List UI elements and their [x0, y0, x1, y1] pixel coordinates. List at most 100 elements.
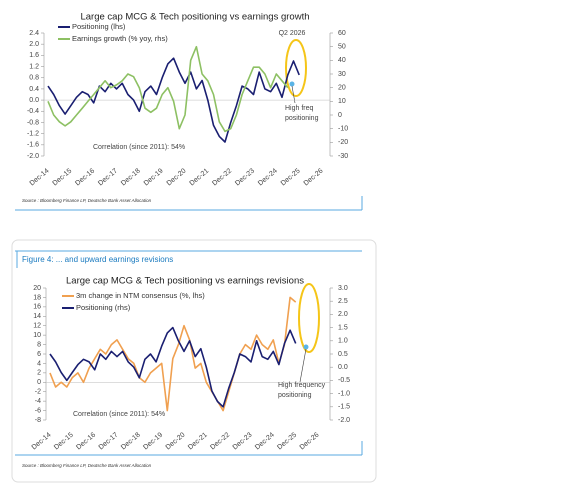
y-tick-label: -0.8 — [27, 119, 39, 126]
y-tick-label: 2 — [37, 370, 41, 377]
y-tick-label: -2.0 — [27, 153, 39, 160]
y-tick-label: 1.0 — [338, 338, 348, 345]
y-tick-label: -20 — [338, 139, 348, 146]
highlight — [285, 39, 307, 97]
y-tick-label: -8 — [35, 417, 41, 424]
y-tick-label: -2.0 — [338, 417, 350, 424]
highlight — [298, 283, 320, 353]
y-tick-label: 18 — [33, 294, 41, 301]
x-tick-label: Dec-17 — [98, 432, 120, 452]
x-tick-label: Dec-19 — [142, 432, 164, 452]
annotation: Q2 2026 — [279, 30, 306, 37]
y-tick-label: -1.0 — [338, 390, 350, 397]
y-tick-label: 2.0 — [29, 41, 39, 48]
y-tick-label: 40 — [338, 57, 346, 64]
y-tick-label: 6 — [37, 351, 41, 358]
chart-title: Large cap MCG & Tech positioning vs earn… — [80, 12, 309, 23]
y-tick-label: 1.2 — [29, 63, 39, 70]
y-tick-label: 3.0 — [338, 285, 348, 292]
legend-label: 3m change in NTM consensus (%, lhs) — [76, 291, 205, 300]
annotation: Correlation (since 2011): 54% — [93, 144, 185, 151]
marker — [303, 344, 309, 350]
y-tick-label: 0.4 — [29, 86, 39, 93]
x-tick-label: Dec-16 — [74, 168, 96, 188]
annotation: positioning — [285, 115, 319, 122]
x-tick-label: Dec-21 — [187, 432, 209, 452]
x-tick-label: Dec-24 — [254, 432, 276, 452]
x-tick-label: Dec-22 — [211, 168, 233, 188]
y-tick-label: 2.5 — [338, 298, 348, 305]
y-tick-label: 16 — [33, 304, 41, 311]
y-tick-label: -10 — [338, 126, 348, 133]
y-tick-label: 60 — [338, 30, 346, 37]
y-tick-label: -6 — [35, 407, 41, 414]
y-tick-label: 0.8 — [29, 75, 39, 82]
y-tick-label: -4 — [35, 398, 41, 405]
y-tick-label: 2.4 — [29, 30, 39, 37]
y-tick-label: -1.2 — [27, 130, 39, 137]
card — [11, 239, 377, 483]
x-tick-label: Dec-23 — [234, 168, 256, 188]
x-tick-label: Dec-20 — [165, 432, 187, 452]
arrow — [299, 348, 307, 383]
figure-caption: Figure 4: ... and upward earnings revisi… — [22, 255, 173, 264]
y-tick-label: 20 — [33, 285, 41, 292]
series-line — [49, 326, 297, 408]
x-tick-label: Dec-25 — [280, 168, 302, 188]
y-tick-label: 8 — [37, 341, 41, 348]
series-line — [49, 296, 297, 412]
annotation: positioning — [278, 392, 312, 399]
y-tick-label: 0.0 — [29, 97, 39, 104]
y-tick-label: 0 — [338, 112, 342, 119]
x-tick-label: Dec-14 — [29, 168, 51, 188]
y-tick-label: 14 — [33, 313, 41, 320]
y-tick-label: 10 — [33, 332, 41, 339]
x-tick-label: Dec-26 — [303, 168, 325, 188]
x-tick-label: Dec-16 — [75, 432, 97, 452]
x-tick-label: Dec-18 — [120, 432, 142, 452]
y-tick-label: 0.0 — [338, 364, 348, 371]
x-tick-label: Dec-17 — [97, 168, 119, 188]
legend-label: Positioning (lhs) — [72, 22, 126, 31]
y-tick-label: -0.5 — [338, 377, 350, 384]
y-tick-label: 2.0 — [338, 311, 348, 318]
y-tick-label: 4 — [37, 360, 41, 367]
x-tick-label: Dec-15 — [52, 168, 74, 188]
y-tick-label: 10 — [338, 98, 346, 105]
annotation: High frequency — [278, 382, 326, 389]
legend-label: Earnings growth (% yoy, rhs) — [72, 34, 168, 43]
y-tick-label: -1.5 — [338, 404, 350, 411]
y-tick-label: 30 — [338, 71, 346, 78]
x-tick-label: Dec-25 — [276, 432, 298, 452]
y-tick-label: -2 — [35, 389, 41, 396]
annotation: Correlation (since 2011): 54% — [73, 411, 165, 418]
y-tick-label: -30 — [338, 153, 348, 160]
x-tick-label: Dec-23 — [232, 432, 254, 452]
source: Source : Bloomberg Finance LP, Deutsche … — [22, 198, 152, 203]
series-line — [47, 45, 289, 133]
series-line — [47, 57, 300, 143]
x-tick-label: Dec-24 — [257, 168, 279, 188]
y-tick-label: 1.6 — [29, 52, 39, 59]
y-tick-label: 20 — [338, 85, 346, 92]
y-tick-label: 0 — [37, 379, 41, 386]
x-tick-label: Dec-14 — [31, 432, 53, 452]
x-tick-label: Dec-21 — [189, 168, 211, 188]
legend-label: Positioning (rhs) — [76, 303, 131, 312]
y-tick-label: 12 — [33, 323, 41, 330]
y-tick-label: -1.6 — [27, 142, 39, 149]
x-tick-label: Dec-18 — [120, 168, 142, 188]
x-tick-label: Dec-22 — [209, 432, 231, 452]
y-tick-label: -0.4 — [27, 108, 39, 115]
y-tick-label: 1.5 — [338, 324, 348, 331]
x-tick-label: Dec-20 — [166, 168, 188, 188]
y-tick-label: 50 — [338, 44, 346, 51]
y-tick-label: 0.5 — [338, 351, 348, 358]
source: Source : Bloomberg Finance LP, Deutsche … — [22, 463, 152, 468]
annotation: High freq — [285, 105, 314, 112]
chart-title: Large cap MCG & Tech positioning vs earn… — [66, 276, 304, 287]
x-tick-label: Dec-15 — [53, 432, 75, 452]
marker — [289, 81, 295, 87]
x-tick-label: Dec-26 — [299, 432, 321, 452]
